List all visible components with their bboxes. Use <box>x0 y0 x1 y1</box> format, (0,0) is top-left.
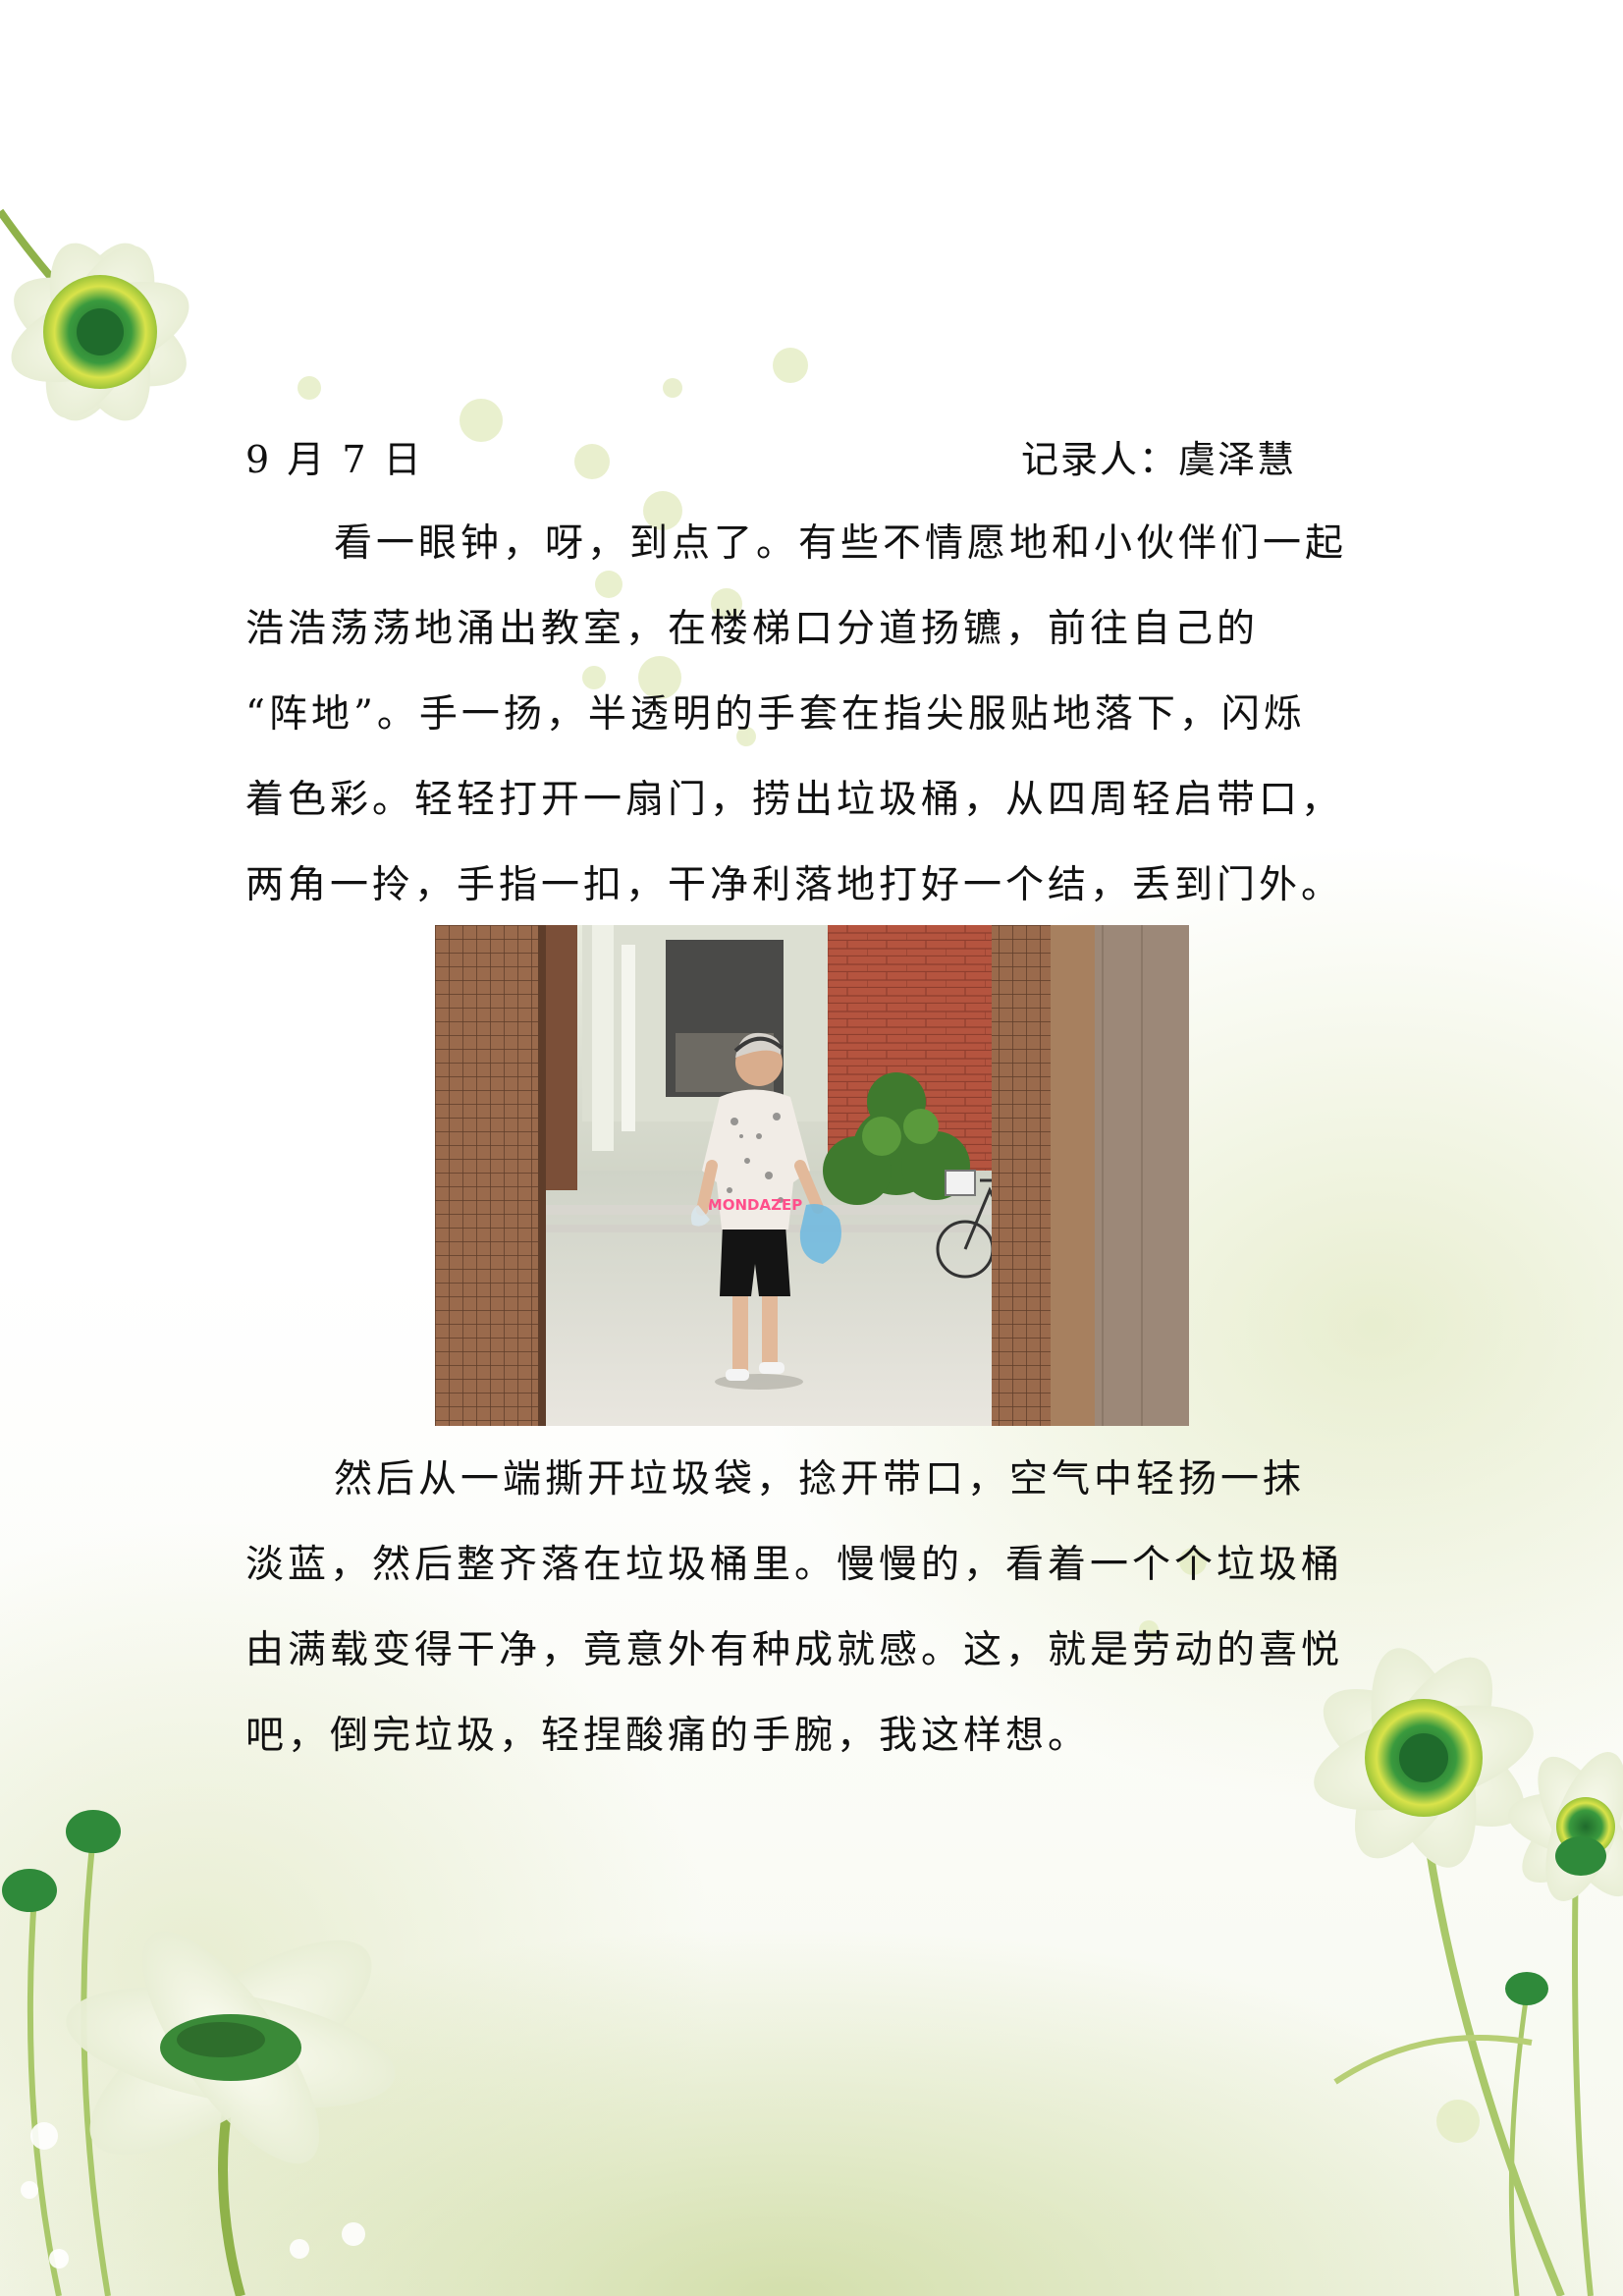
paragraph-line: 看一眼钟，呀，到点了。有些不情愿地和小伙伴们一起 <box>334 521 1348 566</box>
paragraph-line: 着色彩。轻轻打开一扇门，捞出垃圾桶，从四周轻启带口， <box>245 778 1344 822</box>
shirt-lettering: MONDAZEP <box>708 1196 802 1214</box>
paragraph-line: 吧，倒完垃圾，轻捏酸痛的手腕，我这样想。 <box>245 1714 1091 1758</box>
paragraph-line: “阵地”。手一扬，半透明的手套在指尖服贴地落下，闪烁 <box>245 692 1306 737</box>
student-figure: MONDAZEP <box>690 1032 841 1390</box>
paragraph-line: 由满载变得干净，竟意外有种成就感。这，就是劳动的喜悦 <box>245 1628 1344 1672</box>
entry-date: 9 月 7 日 <box>245 438 424 481</box>
bokeh-dots <box>298 348 1480 2143</box>
bottom-left-flowers <box>2 1810 396 2296</box>
top-left-flower <box>0 208 189 421</box>
paragraph-line: 两角一拎，手指一扣，干净利落地打好一个结，丢到门外。 <box>245 863 1344 907</box>
paragraph-1: 看一眼钟，呀，到点了。有些不情愿地和小伙伴们一起 浩浩荡荡地涌出教室，在楼梯口分… <box>245 501 1384 928</box>
photo-illustration: MONDAZEP <box>435 925 1189 1426</box>
paragraph-line: 浩浩荡荡地涌出教室，在楼梯口分道扬镳，前往自己的 <box>245 607 1260 651</box>
student-photo: MONDAZEP <box>435 925 1189 1426</box>
paragraph-2: 然后从一端撕开垃圾袋，捻开带口，空气中轻扬一抹 淡蓝，然后整齐落在垃圾桶里。慢慢… <box>245 1437 1384 1778</box>
paragraph-line: 然后从一端撕开垃圾袋，捻开带口，空气中轻扬一抹 <box>334 1457 1306 1502</box>
right-side-flowers <box>1314 1648 1623 2296</box>
paragraph-line: 淡蓝，然后整齐落在垃圾桶里。慢慢的，看着一个个垃圾桶 <box>245 1543 1344 1587</box>
recorder-name: 记录人：虞泽慧 <box>1020 438 1296 481</box>
diary-header: 9 月 7 日 记录人：虞泽慧 <box>245 430 1296 489</box>
